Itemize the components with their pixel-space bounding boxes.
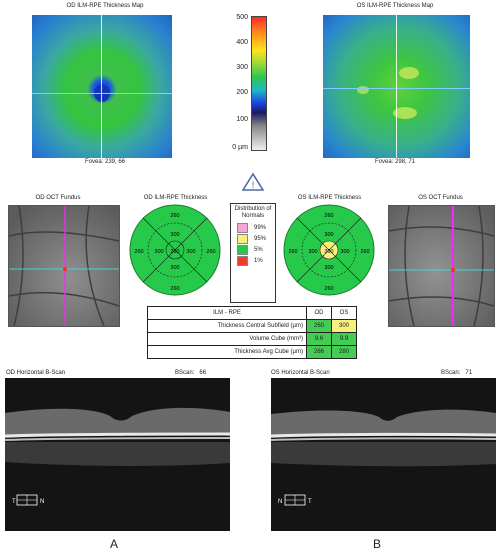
od-etdrs-grid[interactable]: 260 300 300 300 300 260 260 260 260 xyxy=(128,203,223,298)
scale-tick-500: 500 xyxy=(236,14,248,21)
row-label: Thickness Central Subfield (µm) xyxy=(147,319,307,333)
od-fundus-title: OD OCT Fundus xyxy=(35,195,81,201)
od-fundus-image[interactable] xyxy=(8,205,120,327)
os-center-value: 300 xyxy=(324,249,333,255)
legend-item-95: 95% xyxy=(237,233,275,244)
od-outer-inferior: 260 xyxy=(170,286,179,292)
os-bscan-title: OS Horizontal B-Scan xyxy=(271,370,330,376)
os-fundus-photo xyxy=(389,206,494,326)
od-center-value: 260 xyxy=(170,249,179,255)
legend-swatch-5 xyxy=(237,244,248,255)
od-map-horizontal-line xyxy=(32,93,172,94)
row-od-value: 266 xyxy=(306,345,332,359)
os-thickness-map-title: OS ILM-RPE Thickness Map xyxy=(356,3,434,9)
od-thickness-title: OD ILM-RPE Thickness xyxy=(143,195,208,201)
legend-swatch-99 xyxy=(237,222,248,233)
os-outer-superior: 260 xyxy=(324,213,333,219)
warning-icon[interactable]: ! xyxy=(241,172,265,192)
scale-tick-100: 100 xyxy=(236,116,248,123)
od-fundus-photo xyxy=(9,206,119,326)
row-os-value: 300 xyxy=(331,319,357,333)
os-fovea-label: Fovea: 298, 71 xyxy=(374,159,416,165)
scale-tick-0: 0 µm xyxy=(232,144,248,151)
normals-legend: Distribution of Normals 99% 95% 5% 1% xyxy=(230,203,276,303)
legend-item-5: 5% xyxy=(237,244,275,255)
os-orient-right: T xyxy=(308,499,312,505)
os-inner-nasal: 300 xyxy=(308,249,317,255)
os-bscan-image[interactable]: N T xyxy=(271,378,496,531)
od-outer-temporal: 260 xyxy=(134,249,143,255)
metrics-header-od: OD xyxy=(306,306,332,320)
os-outer-temporal: 260 xyxy=(360,249,369,255)
table-row: Thickness Central Subfield (µm) 260 300 xyxy=(147,319,357,333)
row-os-value: 280 xyxy=(331,345,357,359)
svg-text:!: ! xyxy=(251,181,255,191)
od-bscan-title: OD Horizontal B-Scan xyxy=(6,370,66,376)
scale-tick-300: 300 xyxy=(236,64,248,71)
metrics-header-label: ILM - RPE xyxy=(147,306,307,320)
table-row: Thickness Avg Cube (µm) 266 280 xyxy=(147,345,357,359)
od-outer-superior: 260 xyxy=(170,213,179,219)
legend-item-99: 99% xyxy=(237,222,275,233)
od-bscan-scan: T N xyxy=(5,378,230,531)
od-inner-temporal: 300 xyxy=(154,249,163,255)
os-orient-left: N xyxy=(278,499,282,505)
row-od-value: 260 xyxy=(306,319,332,333)
legend-swatch-95 xyxy=(237,233,248,244)
od-inner-superior: 300 xyxy=(170,232,179,238)
thickness-color-scale: 500 400 300 200 100 0 µm xyxy=(230,12,270,162)
os-map-vertical-line xyxy=(396,15,397,158)
od-bscan-image[interactable]: T N xyxy=(5,378,230,531)
od-inner-inferior: 300 xyxy=(170,265,179,271)
os-etdrs-grid[interactable]: 300 300 300 300 300 260 260 260 260 xyxy=(282,203,377,298)
od-thickness-map-title: OD ILM-RPE Thickness Map xyxy=(66,3,144,9)
od-map-vertical-line xyxy=(101,15,102,158)
os-inner-inferior: 300 xyxy=(324,265,333,271)
os-bscan-scan: N T xyxy=(271,378,496,531)
row-label: Thickness Avg Cube (µm) xyxy=(147,345,307,359)
os-outer-inferior: 260 xyxy=(324,286,333,292)
os-bscan-index: BScan: 71 xyxy=(441,370,473,376)
os-inner-temporal: 300 xyxy=(340,249,349,255)
legend-title: Distribution of Normals xyxy=(234,206,272,219)
od-bscan-index: BScan: 66 xyxy=(175,370,207,376)
panel-label-b: B xyxy=(373,537,382,551)
od-inner-nasal: 300 xyxy=(186,249,195,255)
os-thickness-title: OS ILM-RPE Thickness xyxy=(297,195,362,201)
os-inner-superior: 300 xyxy=(324,232,333,238)
table-row: Volume Cube (mm³) 9.6 9.9 xyxy=(147,332,357,346)
legend-swatch-1 xyxy=(237,255,248,266)
legend-item-1: 1% xyxy=(237,255,275,266)
metrics-table: ILM - RPE OD OS Thickness Central Subfie… xyxy=(147,306,357,359)
od-thickness-map-image xyxy=(32,15,172,158)
od-outer-nasal: 260 xyxy=(206,249,215,255)
scale-gradient-bar xyxy=(251,16,267,151)
metrics-header-os: OS xyxy=(331,306,357,320)
os-outer-nasal: 260 xyxy=(288,249,297,255)
metrics-header-row: ILM - RPE OD OS xyxy=(147,306,357,320)
row-od-value: 9.6 xyxy=(306,332,332,346)
scale-tick-200: 200 xyxy=(236,89,248,96)
od-orient-left: T xyxy=(12,499,16,505)
od-fovea-label: Fovea: 239, 66 xyxy=(84,159,126,165)
os-fundus-image[interactable] xyxy=(388,205,495,327)
row-os-value: 9.9 xyxy=(331,332,357,346)
os-thickness-map[interactable] xyxy=(323,15,470,158)
od-orient-right: N xyxy=(40,499,44,505)
os-fundus-title: OS OCT Fundus xyxy=(418,195,463,201)
od-thickness-map[interactable] xyxy=(32,15,172,158)
scale-tick-400: 400 xyxy=(236,39,248,46)
row-label: Volume Cube (mm³) xyxy=(147,332,307,346)
panel-label-a: A xyxy=(110,537,119,551)
